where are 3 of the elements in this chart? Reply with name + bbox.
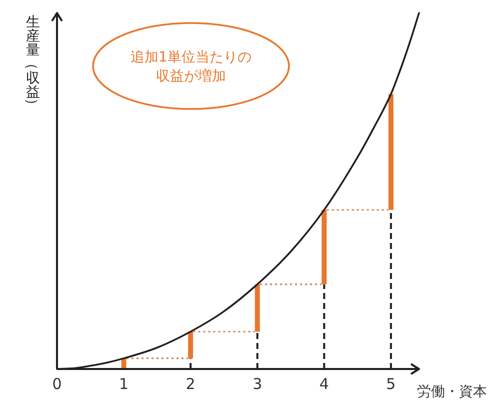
x-axis-title: 労働・資本 [417, 384, 487, 400]
y-axis-title: 生産量（収益） [24, 14, 40, 112]
annotation: 追加1単位当たりの収益が増加 [130, 50, 252, 84]
